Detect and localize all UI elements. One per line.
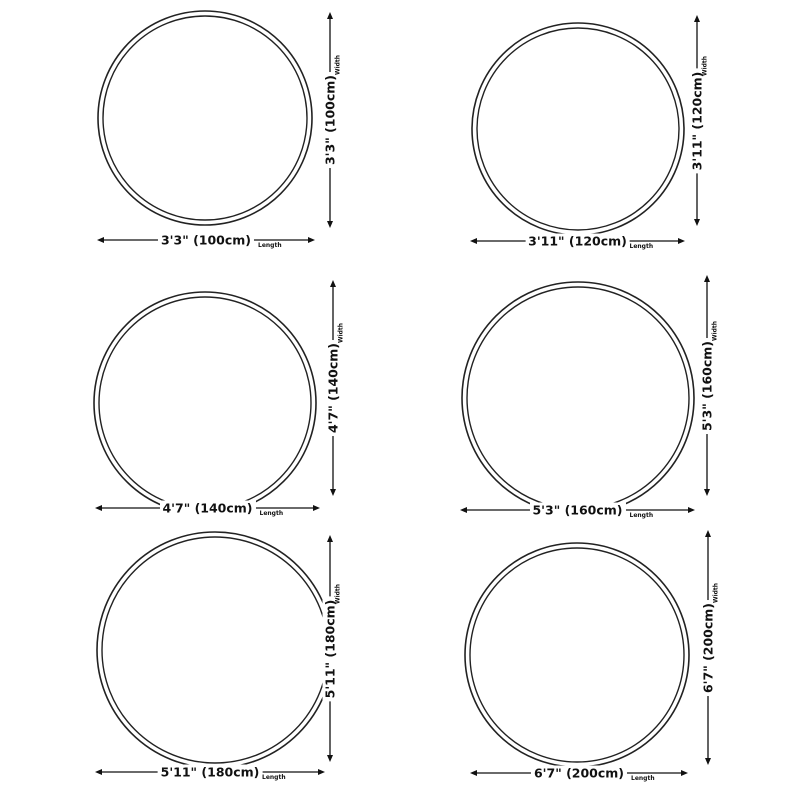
width-arrow-head-top: [705, 530, 711, 537]
width-arrow-head-bottom: [330, 489, 336, 496]
rug-outer-circle: [471, 22, 685, 236]
length-label: 3'3" (100cm): [157, 232, 255, 248]
length-label: 5'3" (160cm): [529, 502, 626, 518]
rug-inner-circle: [98, 296, 312, 510]
rug-inner-circle: [476, 27, 680, 231]
width-label: 4'7" (140cm): [325, 339, 341, 437]
length-arrow-head-left: [460, 507, 467, 513]
width-arrow-head-top: [694, 15, 700, 22]
rug-outer-circle: [461, 281, 695, 515]
length-arrow-head-right: [688, 507, 695, 513]
length-arrow-head-left: [95, 505, 102, 511]
width-caption: Width: [334, 583, 342, 604]
length-arrow-head-left: [470, 770, 477, 776]
length-arrow-head-right: [681, 770, 688, 776]
length-caption: Length: [629, 512, 654, 519]
width-caption: Width: [701, 55, 709, 76]
width-label: 5'3" (160cm): [699, 337, 715, 434]
width-caption: Width: [711, 320, 719, 341]
width-arrow-head-top: [704, 275, 710, 282]
length-label: 3'11" (120cm): [525, 233, 630, 249]
width-caption: Width: [712, 582, 720, 603]
length-label: 5'11" (180cm): [157, 764, 263, 780]
width-caption: Width: [337, 322, 345, 344]
rug-outer-circle: [93, 291, 317, 515]
width-arrow-head-top: [330, 280, 336, 287]
length-label: 6'7" (200cm): [530, 765, 628, 781]
length-caption: Length: [258, 242, 282, 249]
length-arrow-head-right: [318, 769, 325, 775]
length-caption: Length: [259, 510, 284, 517]
length-arrow-head-right: [313, 505, 320, 511]
width-arrow-head-top: [327, 535, 333, 542]
width-arrow-head-bottom: [327, 755, 333, 762]
length-caption: Length: [631, 775, 655, 782]
width-arrow-head-bottom: [705, 758, 711, 765]
length-arrow-head-left: [470, 238, 477, 244]
rug-inner-circle: [102, 15, 308, 221]
length-arrow-head-right: [678, 238, 685, 244]
width-arrow-head-bottom: [694, 219, 700, 226]
width-arrow-head-bottom: [327, 221, 333, 228]
length-caption: Length: [262, 774, 286, 781]
rug-inner-circle: [469, 547, 685, 763]
width-label: 3'11" (120cm): [689, 68, 705, 173]
length-arrow-head-left: [95, 769, 102, 775]
rug-inner-circle: [101, 536, 329, 764]
width-label: 3'3" (100cm): [322, 71, 338, 169]
length-arrow-head-right: [308, 237, 315, 243]
width-arrow-head-top: [327, 12, 333, 19]
rug-outer-circle: [464, 542, 690, 768]
width-arrow-head-bottom: [704, 489, 710, 496]
length-caption: Length: [629, 243, 654, 250]
width-label: 6'7" (200cm): [700, 599, 716, 696]
width-caption: Width: [334, 54, 342, 76]
rug-outer-circle: [97, 10, 313, 226]
length-arrow-head-left: [97, 237, 104, 243]
width-label: 5'11" (180cm): [322, 596, 338, 701]
rug-outer-circle: [96, 531, 334, 769]
rug-inner-circle: [466, 286, 690, 510]
length-label: 4'7" (140cm): [159, 500, 256, 516]
